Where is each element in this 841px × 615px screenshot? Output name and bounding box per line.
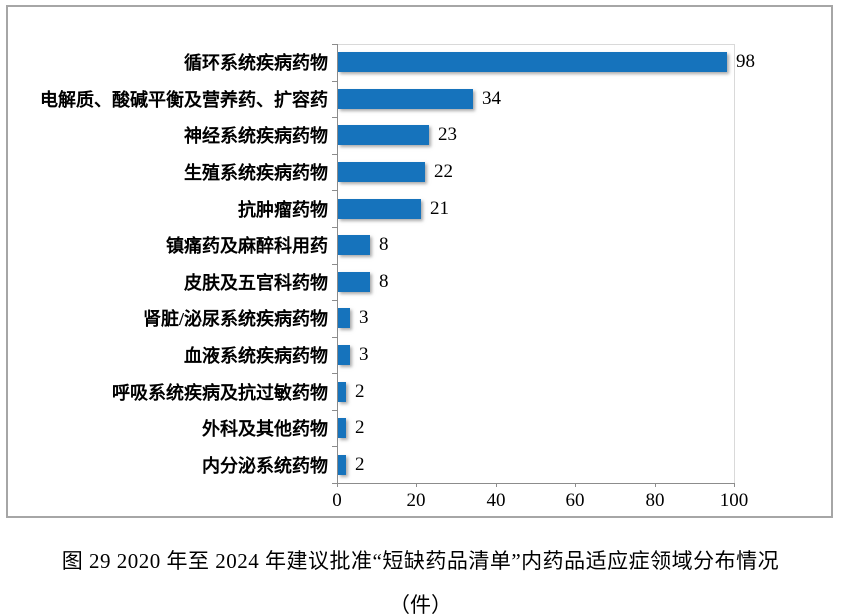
- value-label: 3: [359, 307, 369, 329]
- y-axis-tick: [332, 154, 337, 155]
- bar: [338, 455, 346, 475]
- chart-caption-line-1: 图 29 2020 年至 2024 年建议批准“短缺药品清单”内药品适应症领域分…: [61, 549, 780, 573]
- value-label: 23: [438, 124, 457, 146]
- value-label: 2: [355, 380, 365, 402]
- y-axis-tick: [332, 190, 337, 191]
- x-axis-tick: [416, 483, 417, 487]
- category-label: 抗肿瘤药物: [238, 199, 328, 220]
- value-label: 2: [355, 453, 365, 475]
- chart-caption-line-2: （件）: [389, 593, 452, 615]
- bar: [338, 308, 350, 328]
- y-axis-tick: [332, 337, 337, 338]
- y-axis-tick: [332, 410, 337, 411]
- category-label: 内分泌系统药物: [202, 455, 328, 476]
- x-axis-tick: [496, 483, 497, 487]
- plot-area-right-border: [734, 44, 735, 484]
- value-label: 3: [359, 343, 369, 365]
- category-label: 外科及其他药物: [202, 419, 328, 440]
- value-label: 34: [482, 87, 501, 109]
- bar: [338, 272, 370, 292]
- y-axis-tick: [332, 446, 337, 447]
- y-axis-tick: [332, 300, 337, 301]
- bar: [338, 382, 346, 402]
- y-axis-line: [337, 44, 338, 484]
- x-axis-tick-label: 40: [486, 490, 506, 511]
- bar: [338, 418, 346, 438]
- value-label: 98: [736, 51, 755, 73]
- x-axis-tick-label: 20: [406, 490, 426, 511]
- plot-area-top-border: [337, 44, 735, 45]
- value-label: 2: [355, 417, 365, 439]
- x-axis-tick: [575, 483, 576, 487]
- x-axis-tick-label: 80: [645, 490, 665, 511]
- y-axis-tick: [332, 44, 337, 45]
- y-axis-tick: [332, 81, 337, 82]
- category-label: 神经系统疾病药物: [184, 126, 328, 147]
- bar: [338, 52, 727, 72]
- x-axis-tick: [655, 483, 656, 487]
- x-axis-line: [337, 483, 735, 484]
- x-axis-tick-label: 100: [719, 490, 749, 511]
- category-label: 镇痛药及麻醉科用药: [166, 236, 328, 257]
- y-axis-tick: [332, 373, 337, 374]
- category-label: 血液系统疾病药物: [184, 345, 328, 366]
- y-axis-tick: [332, 227, 337, 228]
- value-label: 22: [434, 161, 453, 183]
- value-label: 21: [430, 197, 449, 219]
- x-axis-tick: [337, 483, 338, 487]
- y-axis-tick: [332, 483, 337, 484]
- category-label: 生殖系统疾病药物: [184, 163, 328, 184]
- bar: [338, 89, 473, 109]
- category-label: 呼吸系统疾病及抗过敏药物: [112, 382, 328, 403]
- y-axis-tick: [332, 117, 337, 118]
- value-label: 8: [379, 270, 389, 292]
- category-label: 电解质、酸碱平衡及营养药、扩容药: [40, 89, 328, 110]
- category-label: 皮肤及五官科药物: [184, 272, 328, 293]
- category-label: 循环系统疾病药物: [184, 53, 328, 74]
- value-label: 8: [379, 234, 389, 256]
- bar: [338, 199, 421, 219]
- bar: [338, 235, 370, 255]
- bar: [338, 162, 425, 182]
- bar: [338, 345, 350, 365]
- x-axis-tick: [734, 483, 735, 487]
- x-axis-tick-label: 60: [565, 490, 585, 511]
- x-axis-tick-label: 0: [332, 490, 342, 511]
- chart-frame: 循环系统疾病药物 98 电解质、酸碱平衡及营养药、扩容药 34 神经系统疾病药物 23 生殖…: [6, 5, 833, 518]
- category-label: 肾脏/泌尿系统疾病药物: [143, 309, 328, 330]
- y-axis-tick: [332, 264, 337, 265]
- bar: [338, 125, 429, 145]
